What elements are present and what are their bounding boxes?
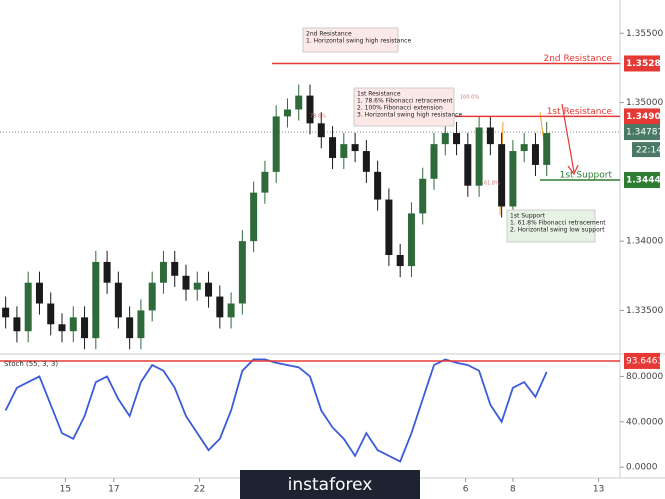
candle-body <box>430 144 438 179</box>
candle-body <box>171 261 179 276</box>
candle-body <box>464 144 472 186</box>
candle-body <box>261 171 269 193</box>
annotation-title: 1st Support <box>510 213 546 220</box>
arrow <box>561 103 579 176</box>
candle-body <box>92 261 100 339</box>
watermark: instaforex <box>288 475 373 495</box>
y-tick-label: 40.0000 <box>626 417 663 427</box>
candle-body <box>396 254 404 267</box>
candle-body <box>351 144 359 152</box>
candle-body <box>306 95 314 124</box>
price-tag-label: 1.35282 <box>626 59 665 69</box>
candle-body <box>272 116 280 172</box>
price-tag <box>624 124 660 141</box>
annotation-box <box>302 27 399 53</box>
price-tag-label: 93.6463 <box>626 356 663 366</box>
level-name: 1st Support <box>560 171 613 181</box>
candle-body <box>374 171 382 200</box>
x-tick-label: 8 <box>510 485 516 495</box>
countdown: 22:14 <box>636 146 662 156</box>
candle-body <box>475 127 483 186</box>
candle-body <box>441 133 449 145</box>
level-name: 2nd Resistance <box>543 54 612 64</box>
fib-label: 78.6% <box>310 114 326 120</box>
candle-body <box>137 310 145 339</box>
x-tick-label: 6 <box>463 485 469 495</box>
annotation-title: 2nd Resistance <box>306 31 352 38</box>
annotation-line: 1. 61.8% Fibonacci retracement <box>510 220 606 227</box>
stoch-line <box>4 358 548 463</box>
y-tick-label: 1.33500 <box>626 306 663 316</box>
fib-label: 61.8% <box>484 181 500 187</box>
candle-body <box>340 144 348 158</box>
x-tick-label: 17 <box>108 485 119 495</box>
annotation-line: 2. 100% Fibonacci extension <box>357 105 443 112</box>
x-tick-label: 22 <box>194 485 205 495</box>
price-tag <box>624 172 660 189</box>
candle-body <box>193 282 201 290</box>
candle-body <box>362 151 370 172</box>
fib-label: 100.0% <box>460 95 479 101</box>
y-tick-label: 1.34000 <box>626 237 663 247</box>
annotation-box <box>506 209 596 243</box>
candle-body <box>453 133 461 145</box>
annotation-line: 1. Horizontal swing high resistance <box>306 38 411 45</box>
x-tick-label: 13 <box>593 485 604 495</box>
candle-body <box>238 241 246 304</box>
candle-body <box>35 282 43 304</box>
candle-body <box>24 282 32 332</box>
y-tick-label: 80.0000 <box>626 372 663 382</box>
candle-body <box>13 317 21 332</box>
candle-body <box>2 307 10 318</box>
candle-body <box>126 317 134 339</box>
price-tag <box>624 108 660 125</box>
candle-body <box>531 144 539 165</box>
candle-body <box>419 178 427 214</box>
price-tag-label: 1.34900 <box>626 112 665 122</box>
price-tag <box>624 352 660 369</box>
candle-body <box>148 282 156 311</box>
annotation-line: 3. Horizontal swing high resistance <box>357 112 462 119</box>
candle-body <box>283 109 291 117</box>
annotation-box <box>353 87 455 127</box>
y-tick-label: 0.0000 <box>626 463 658 473</box>
candle-body <box>114 282 122 318</box>
annotation-line: 2. Horizontal swing low support <box>510 227 605 234</box>
candle-body <box>486 127 494 145</box>
candle-body <box>498 144 506 207</box>
candle-body <box>509 151 517 207</box>
candle-body <box>58 324 66 332</box>
candle-body <box>227 303 235 318</box>
price-tag-label: 1.34787 <box>626 128 663 138</box>
y-tick-label: 1.35500 <box>626 29 663 39</box>
candle-body <box>182 275 190 290</box>
candle-body <box>295 95 303 110</box>
x-tick-label: 15 <box>60 485 71 495</box>
candle-body <box>47 303 55 325</box>
candle-body <box>159 261 167 283</box>
watermark-bg <box>240 470 420 499</box>
candle-body <box>81 317 89 339</box>
candle-body <box>407 213 415 267</box>
candle-body <box>520 144 528 152</box>
indicator-name: Stoch (55, 3, 3) <box>4 360 58 368</box>
candle-body <box>216 296 224 318</box>
candle-body <box>317 123 325 138</box>
candle-body <box>329 137 337 158</box>
level-name: 1st Resistance <box>547 107 613 117</box>
annotation-title: 1st Resistance <box>357 91 401 98</box>
candle-body <box>250 192 258 242</box>
annotation-line: 1. 78.6% Fibonacci retracement <box>357 98 453 105</box>
candle-body <box>205 282 213 297</box>
price-tag-label: 1.34441 <box>626 176 665 186</box>
candle-body <box>69 317 77 332</box>
y-tick-label: 1.35000 <box>626 98 663 108</box>
candle-body <box>385 199 393 255</box>
price-tag <box>624 55 660 72</box>
countdown-tag <box>632 142 660 158</box>
candle-body <box>103 261 111 283</box>
candle-body <box>543 133 551 165</box>
